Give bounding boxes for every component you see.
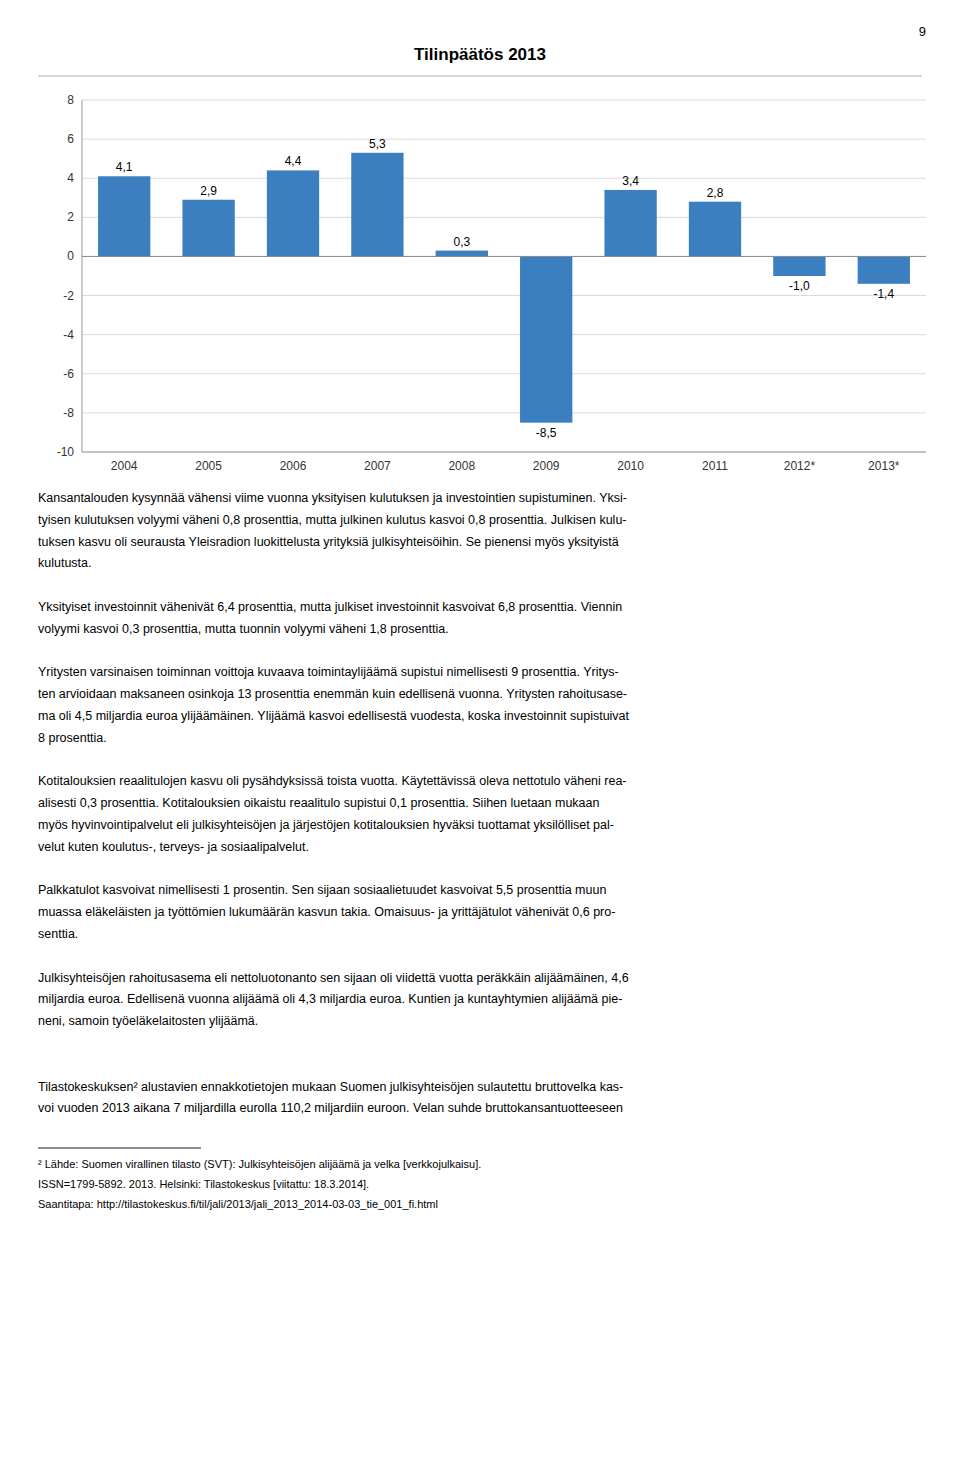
body-line: muassa eläkeläisten ja työttömien lukumä…	[38, 905, 615, 919]
bar	[98, 176, 150, 256]
bar	[436, 251, 488, 257]
bar	[267, 170, 319, 256]
x-tick-label: 2010	[617, 459, 644, 473]
data-label: 0,3	[453, 235, 470, 249]
y-tick-label: -4	[63, 328, 74, 342]
data-label: 4,4	[285, 154, 302, 168]
y-tick-label: 8	[67, 93, 74, 107]
title: Tilinpäätös 2013	[414, 45, 546, 64]
body-line: ten arvioidaan maksaneen osinkoja 13 pro…	[38, 687, 627, 701]
bar	[351, 153, 403, 257]
footnote-rule	[38, 1148, 201, 1149]
bar	[858, 256, 910, 283]
grid-line	[82, 452, 926, 453]
data-label: 5,3	[369, 137, 386, 151]
bar	[604, 190, 656, 256]
body-line: voi vuoden 2013 aikana 7 miljardilla eur…	[38, 1101, 623, 1115]
body-line: Yksityiset investoinnit vähenivät 6,4 pr…	[38, 600, 622, 614]
body-line: Julkisyhteisöjen rahoitusasema eli netto…	[38, 971, 629, 985]
x-tick-label: 2009	[533, 459, 560, 473]
footnote-line: Saantitapa: http://tilastokeskus.fi/til/…	[38, 1198, 438, 1210]
y-axis: -10 -8 -6 -4 -2 0 2 4 6 8	[57, 93, 926, 459]
data-label: 2,8	[707, 186, 724, 200]
x-tick-label: 2012*	[784, 459, 816, 473]
y-tick-label: -6	[63, 367, 74, 381]
y-tick-label: 0	[67, 249, 74, 263]
title-rule	[38, 76, 922, 77]
body-line: myös hyvinvointipalvelut eli julkisyhtei…	[38, 818, 614, 832]
body-line: miljardia euroa. Edellisenä vuonna alijä…	[38, 992, 622, 1006]
data-label: 3,4	[622, 174, 639, 188]
footnote-line: ² Lähde: Suomen virallinen tilasto (SVT)…	[38, 1158, 481, 1170]
x-tick-label: 2004	[111, 459, 138, 473]
data-labels: 4,1 2,9 4,4 5,3 0,3 -8,5 3,4 2,8 -1,0 -1,4	[116, 137, 895, 440]
y-tick-label: -10	[57, 445, 75, 459]
footnote-line: ISSN=1799-5892. 2013. Helsinki: Tilastok…	[38, 1178, 369, 1190]
bar	[773, 256, 825, 276]
grid-line	[82, 178, 926, 179]
body-line: neni, samoin työeläkelaitosten ylijäämä.	[38, 1014, 258, 1028]
y-tick-label: 2	[67, 210, 74, 224]
bar	[520, 256, 572, 422]
body-line: Kansantalouden kysynnää vähensi viime vu…	[38, 491, 627, 505]
page-number: 9	[919, 24, 926, 39]
body-line: Kotitalouksien reaalitulojen kasvu oli p…	[38, 774, 627, 788]
x-tick-label: 2011	[702, 459, 728, 473]
grid-line	[82, 139, 926, 140]
y-tick-label: -8	[63, 406, 74, 420]
y-tick-label: 4	[67, 171, 74, 185]
page: 9Tilinpäätös 2013-10-8-6-4-2024684,12,94…	[0, 0, 960, 1470]
data-label: 4,1	[116, 160, 133, 174]
body-line: alisesti 0,3 prosenttia. Kotitalouksien …	[38, 796, 599, 810]
x-tick-label: 2005	[195, 459, 222, 473]
y-axis-line	[82, 100, 83, 452]
body-line: ma oli 4,5 miljardia euroa ylijäämäinen.…	[38, 709, 630, 723]
grid-line	[82, 373, 926, 374]
x-tick-label: 2013*	[868, 459, 900, 473]
body-line: velut kuten koulutus-, terveys- ja sosia…	[38, 840, 309, 854]
body-line: Tilastokeskuksen² alustavien ennakkotiet…	[38, 1080, 623, 1094]
zero-line	[82, 256, 926, 257]
body-line: volyymi kasvoi 0,3 prosenttia, mutta tuo…	[38, 622, 449, 636]
body-line: Yritysten varsinaisen toiminnan voittoja…	[38, 665, 619, 679]
body-text: Kansantalouden kysynnää vähensi viime vu…	[38, 491, 630, 1115]
grid-line	[82, 295, 926, 296]
x-tick-label: 2006	[280, 459, 307, 473]
body-line: Palkkatulot kasvoivat nimellisesti 1 pro…	[38, 883, 606, 897]
data-label: -8,5	[536, 426, 557, 440]
background	[0, 0, 960, 1470]
x-axis: 2004 2005 2006 2007 2008 2009 2010 2011 2012* 201…	[111, 459, 900, 473]
data-label: -1,0	[789, 279, 810, 293]
grid-line	[82, 100, 926, 101]
bars	[98, 153, 910, 423]
data-label: 2,9	[200, 184, 217, 198]
y-tick-label: -2	[63, 289, 74, 303]
body-line: kulutusta.	[38, 556, 92, 570]
bar	[689, 202, 741, 257]
body-line: tuksen kasvu oli seurausta Yleisradion l…	[38, 535, 619, 549]
body-line: 8 prosenttia.	[38, 731, 107, 745]
x-axis-line	[82, 452, 926, 453]
footnotes: ² Lähde: Suomen virallinen tilasto (SVT)…	[38, 1158, 481, 1210]
grid-line	[82, 256, 926, 257]
x-tick-label: 2008	[448, 459, 475, 473]
bar	[182, 200, 234, 257]
y-tick-label: 6	[67, 132, 74, 146]
body-line: senttia.	[38, 927, 78, 941]
grid-line	[82, 334, 926, 335]
body-line: tyisen kulutuksen volyymi väheni 0,8 pro…	[38, 513, 627, 527]
x-tick-label: 2007	[364, 459, 391, 473]
grid-line	[82, 412, 926, 413]
data-label: -1,4	[873, 287, 894, 301]
